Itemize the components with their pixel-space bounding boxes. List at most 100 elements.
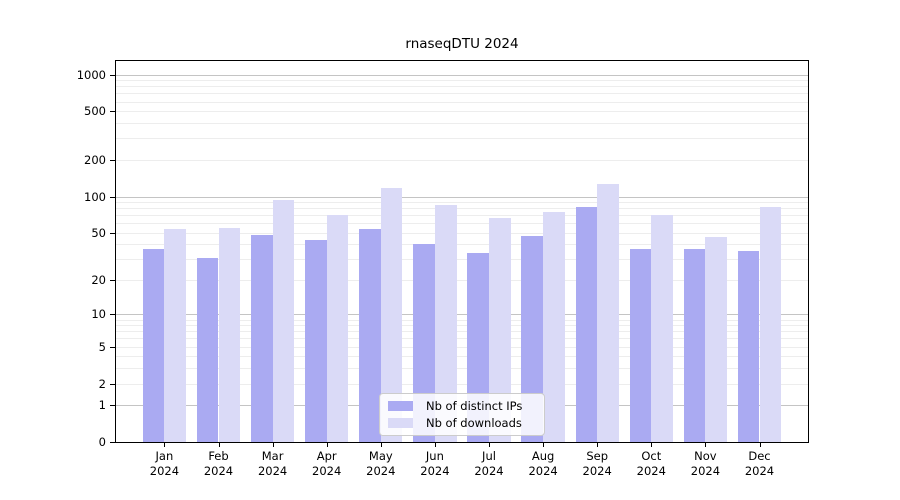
x-tick-year: 2024 bbox=[203, 464, 234, 478]
x-tick-aug bbox=[543, 443, 545, 447]
y-tick-label-1000: 1000 bbox=[76, 67, 106, 82]
bar-downloads-feb bbox=[218, 227, 241, 442]
x-tick-year: 2024 bbox=[474, 464, 504, 478]
bar-downloads-oct bbox=[651, 214, 673, 442]
legend-label-downloads: Nb of downloads bbox=[426, 416, 522, 430]
bar-downloads-may bbox=[380, 188, 403, 442]
y-tick-10 bbox=[110, 314, 115, 316]
y-tick-0 bbox=[110, 442, 115, 443]
x-tick-month: Oct bbox=[641, 449, 662, 463]
bar-downloads-jun bbox=[434, 205, 457, 442]
y-tick-5 bbox=[110, 346, 115, 348]
bar-distinct-ips-may bbox=[359, 228, 381, 442]
gridline-major-10 bbox=[116, 314, 808, 316]
gridline-minor-50 bbox=[116, 232, 808, 234]
bar-distinct-ips-dec bbox=[737, 251, 760, 442]
x-tick-label-apr: Apr 2024 bbox=[297, 449, 357, 479]
bar-distinct-ips-jan bbox=[142, 248, 165, 442]
x-tick-month: Dec bbox=[748, 449, 771, 463]
legend-item-distinct-ips: Nb of distinct IPs bbox=[388, 399, 536, 413]
x-tick-year: 2024 bbox=[366, 464, 396, 478]
x-tick-year: 2024 bbox=[420, 464, 450, 478]
y-tick-label-100: 100 bbox=[84, 189, 106, 204]
x-tick-label-may: May 2024 bbox=[351, 449, 411, 479]
x-tick-jun bbox=[434, 443, 436, 447]
gridline-major-100 bbox=[116, 196, 808, 198]
bar-distinct-ips-nov bbox=[683, 248, 706, 442]
y-tick-label-500: 500 bbox=[84, 104, 106, 119]
x-tick-label-dec: Dec 2024 bbox=[730, 449, 790, 479]
bar-downloads-sep bbox=[597, 183, 619, 442]
gridline-minor-90 bbox=[116, 202, 808, 204]
x-tick-month: Apr bbox=[316, 449, 337, 463]
gridline-minor-2 bbox=[116, 383, 808, 385]
x-tick-year: 2024 bbox=[744, 464, 775, 478]
bar-downloads-dec bbox=[759, 206, 782, 442]
bar-distinct-ips-sep bbox=[575, 206, 598, 442]
y-tick-1000 bbox=[110, 74, 115, 76]
gridline-minor-20 bbox=[116, 280, 808, 282]
gridline-minor-80 bbox=[116, 208, 808, 210]
plot-area bbox=[115, 60, 809, 443]
x-tick-month: Jun bbox=[425, 449, 444, 463]
bar-downloads-jul bbox=[489, 217, 511, 442]
gridline-minor-3 bbox=[116, 368, 808, 370]
bar-distinct-ips-apr bbox=[305, 239, 327, 442]
x-tick-dec bbox=[759, 443, 761, 447]
x-tick-month: Aug bbox=[531, 449, 555, 463]
bar-distinct-ips-feb bbox=[196, 257, 219, 442]
gridline-minor-300 bbox=[116, 138, 808, 140]
x-tick-jan bbox=[164, 443, 166, 447]
y-tick-label-50: 50 bbox=[91, 225, 106, 240]
x-tick-label-sep: Sep 2024 bbox=[567, 449, 627, 479]
legend: Nb of distinct IPs Nb of downloads bbox=[379, 393, 545, 436]
gridline-minor-500 bbox=[116, 111, 808, 113]
y-tick-50 bbox=[110, 232, 115, 234]
gridline-minor-70 bbox=[116, 215, 808, 217]
x-tick-year: 2024 bbox=[582, 464, 612, 478]
bar-distinct-ips-jun bbox=[413, 244, 435, 442]
y-tick-label-5: 5 bbox=[98, 339, 106, 354]
gridline-minor-700 bbox=[116, 93, 808, 95]
y-tick-label-200: 200 bbox=[84, 152, 106, 167]
gridline-minor-200 bbox=[116, 159, 808, 161]
y-tick-1 bbox=[110, 405, 115, 407]
x-tick-month: Feb bbox=[208, 449, 229, 463]
gridline-minor-4 bbox=[116, 356, 808, 358]
gridline-minor-8 bbox=[116, 325, 808, 327]
x-tick-month: Jul bbox=[482, 449, 496, 463]
gridline-minor-6 bbox=[116, 338, 808, 340]
x-tick-jul bbox=[489, 443, 490, 447]
bar-downloads-nov bbox=[705, 237, 728, 442]
bar-distinct-ips-oct bbox=[629, 248, 652, 442]
x-tick-label-jun: Jun 2024 bbox=[405, 449, 465, 479]
gridline-minor-7 bbox=[116, 331, 808, 333]
legend-label-distinct-ips: Nb of distinct IPs bbox=[426, 399, 523, 413]
x-tick-nov bbox=[705, 443, 707, 447]
bar-downloads-aug bbox=[543, 212, 565, 442]
x-tick-month: Mar bbox=[261, 449, 284, 463]
x-tick-year: 2024 bbox=[690, 464, 721, 478]
legend-swatch-distinct-ips bbox=[388, 401, 413, 411]
y-tick-label-2: 2 bbox=[98, 376, 106, 391]
x-tick-month: Sep bbox=[586, 449, 609, 463]
bar-distinct-ips-aug bbox=[521, 236, 544, 442]
y-tick-label-10: 10 bbox=[91, 307, 106, 322]
gridline-minor-600 bbox=[116, 101, 808, 103]
x-tick-mar bbox=[272, 443, 274, 447]
x-tick-label-nov: Nov 2024 bbox=[675, 449, 735, 479]
gridline-minor-400 bbox=[116, 123, 808, 125]
y-tick-100 bbox=[110, 196, 115, 198]
y-tick-label-20: 20 bbox=[91, 273, 106, 288]
gridline-major-1000 bbox=[116, 74, 808, 76]
y-tick-500 bbox=[110, 111, 115, 113]
x-tick-label-feb: Feb 2024 bbox=[189, 449, 249, 479]
x-tick-year: 2024 bbox=[257, 464, 288, 478]
x-tick-year: 2024 bbox=[149, 464, 180, 478]
x-tick-feb bbox=[218, 443, 220, 447]
bar-downloads-mar bbox=[272, 200, 295, 442]
x-tick-label-jul: Jul 2024 bbox=[459, 449, 519, 479]
x-tick-month: Nov bbox=[694, 449, 717, 463]
x-tick-year: 2024 bbox=[312, 464, 342, 478]
